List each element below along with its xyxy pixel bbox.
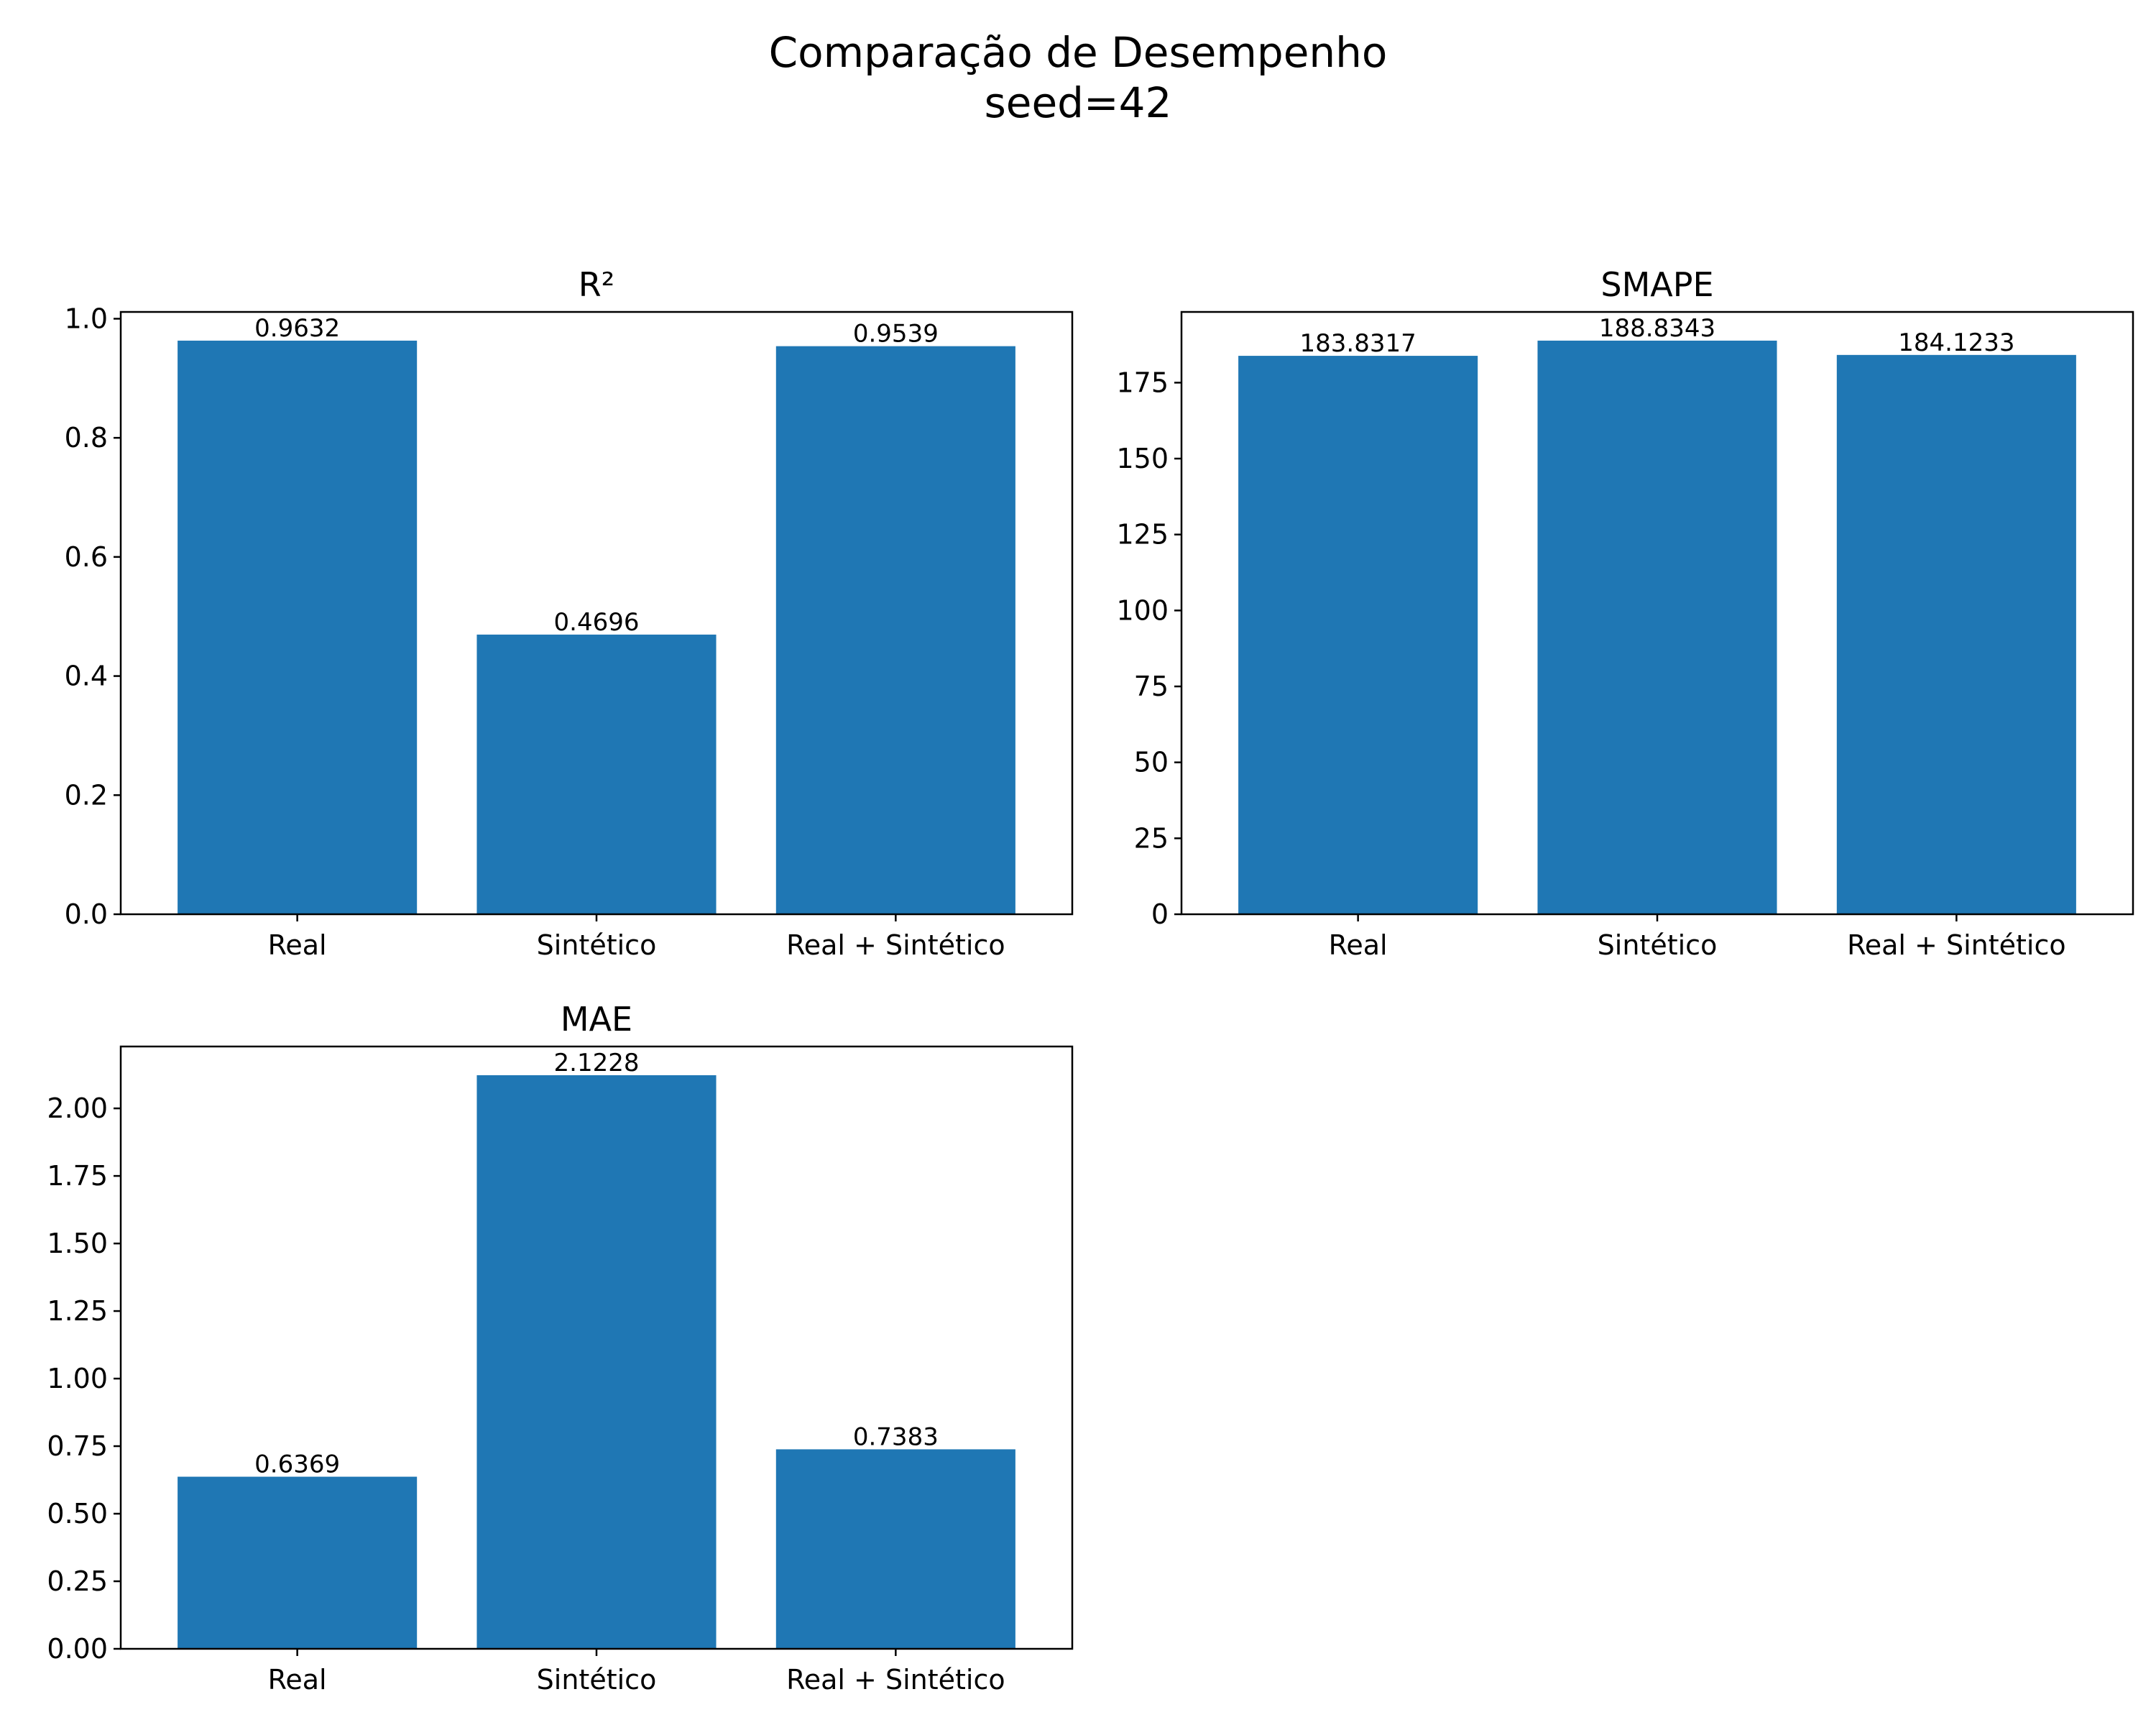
chart-panel-2: 183.8317 188.8343 184.1233 0 25 50 75 100 125 150… [1116, 265, 2134, 961]
y-tick-label: 175 [1116, 367, 1169, 398]
y-tick-label: 50 [1134, 747, 1169, 778]
bar-value-label: 0.9539 [853, 320, 939, 349]
y-tick-label: 1.25 [47, 1295, 108, 1327]
chart-title: R² [579, 265, 614, 304]
y-tick-label: 0.4 [65, 661, 108, 692]
y-tick-label: 0.50 [47, 1498, 108, 1530]
bar-value-label: 2.1228 [554, 1049, 640, 1077]
y-tick-label: 0.75 [47, 1430, 108, 1462]
figure-title: Comparação de Desempenho [768, 28, 1388, 77]
bar-2 [1537, 340, 1777, 915]
figure-subtitle: seed=42 [984, 78, 1172, 127]
y-tick-label: 0.00 [47, 1633, 108, 1665]
x-tick-label: Real + Sintético [1847, 929, 2066, 961]
y-tick-label: 150 [1116, 443, 1169, 474]
y-tick-label: 1.0 [65, 303, 108, 334]
y-tick-label: 1.50 [47, 1228, 108, 1259]
y-tick-label: 0.0 [65, 898, 108, 930]
bar-1 [178, 340, 418, 914]
y-tick-label: 0 [1151, 898, 1169, 930]
x-tick-label: Real + Sintético [786, 929, 1005, 961]
bar-3 [775, 346, 1015, 915]
bar-1 [178, 1476, 418, 1649]
y-tick-label: 25 [1134, 822, 1169, 854]
y-tick-label: 2.00 [47, 1092, 108, 1124]
bar-value-label: 188.8343 [1599, 314, 1715, 343]
bar-2 [476, 1075, 717, 1649]
chart-panel-3: 0.6369 2.1228 0.7383 0.00 0.25 0.50 0.75 1.00 1.… [47, 1000, 1074, 1696]
bar-3 [1836, 354, 2076, 914]
x-tick-label: Sintético [537, 929, 657, 961]
x-tick-label: Sintético [537, 1664, 657, 1696]
bar-value-label: 183.8317 [1300, 329, 1416, 358]
chart-panel-1: 0.9632 0.4696 0.9539 0.0 0.2 0.4 0.6 0.8 1.0 Real… [65, 265, 1074, 961]
y-tick-label: 125 [1116, 519, 1169, 551]
y-tick-label: 1.00 [47, 1363, 108, 1394]
bar-value-label: 0.6369 [254, 1450, 340, 1479]
chart-title: SMAPE [1600, 265, 1713, 304]
y-tick-label: 100 [1116, 594, 1169, 626]
y-tick-label: 0.8 [65, 422, 108, 454]
bar-2 [476, 634, 717, 914]
bar-value-label: 0.7383 [853, 1422, 939, 1451]
x-tick-label: Real + Sintético [786, 1664, 1005, 1696]
chart-title: MAE [561, 1000, 632, 1039]
bar-value-label: 0.4696 [554, 608, 640, 637]
y-tick-label: 1.75 [47, 1160, 108, 1192]
y-tick-label: 0.6 [65, 541, 108, 573]
y-tick-label: 75 [1134, 671, 1169, 702]
x-tick-label: Real [268, 929, 327, 961]
x-tick-label: Sintético [1598, 929, 1718, 961]
bar-value-label: 0.9632 [254, 314, 340, 343]
x-tick-label: Real [268, 1664, 327, 1696]
bar-1 [1238, 356, 1478, 914]
x-tick-label: Real [1329, 929, 1388, 961]
bar-3 [775, 1449, 1015, 1649]
y-tick-label: 0.2 [65, 779, 108, 811]
y-tick-label: 0.25 [47, 1565, 108, 1597]
bar-value-label: 184.1233 [1898, 328, 2014, 357]
